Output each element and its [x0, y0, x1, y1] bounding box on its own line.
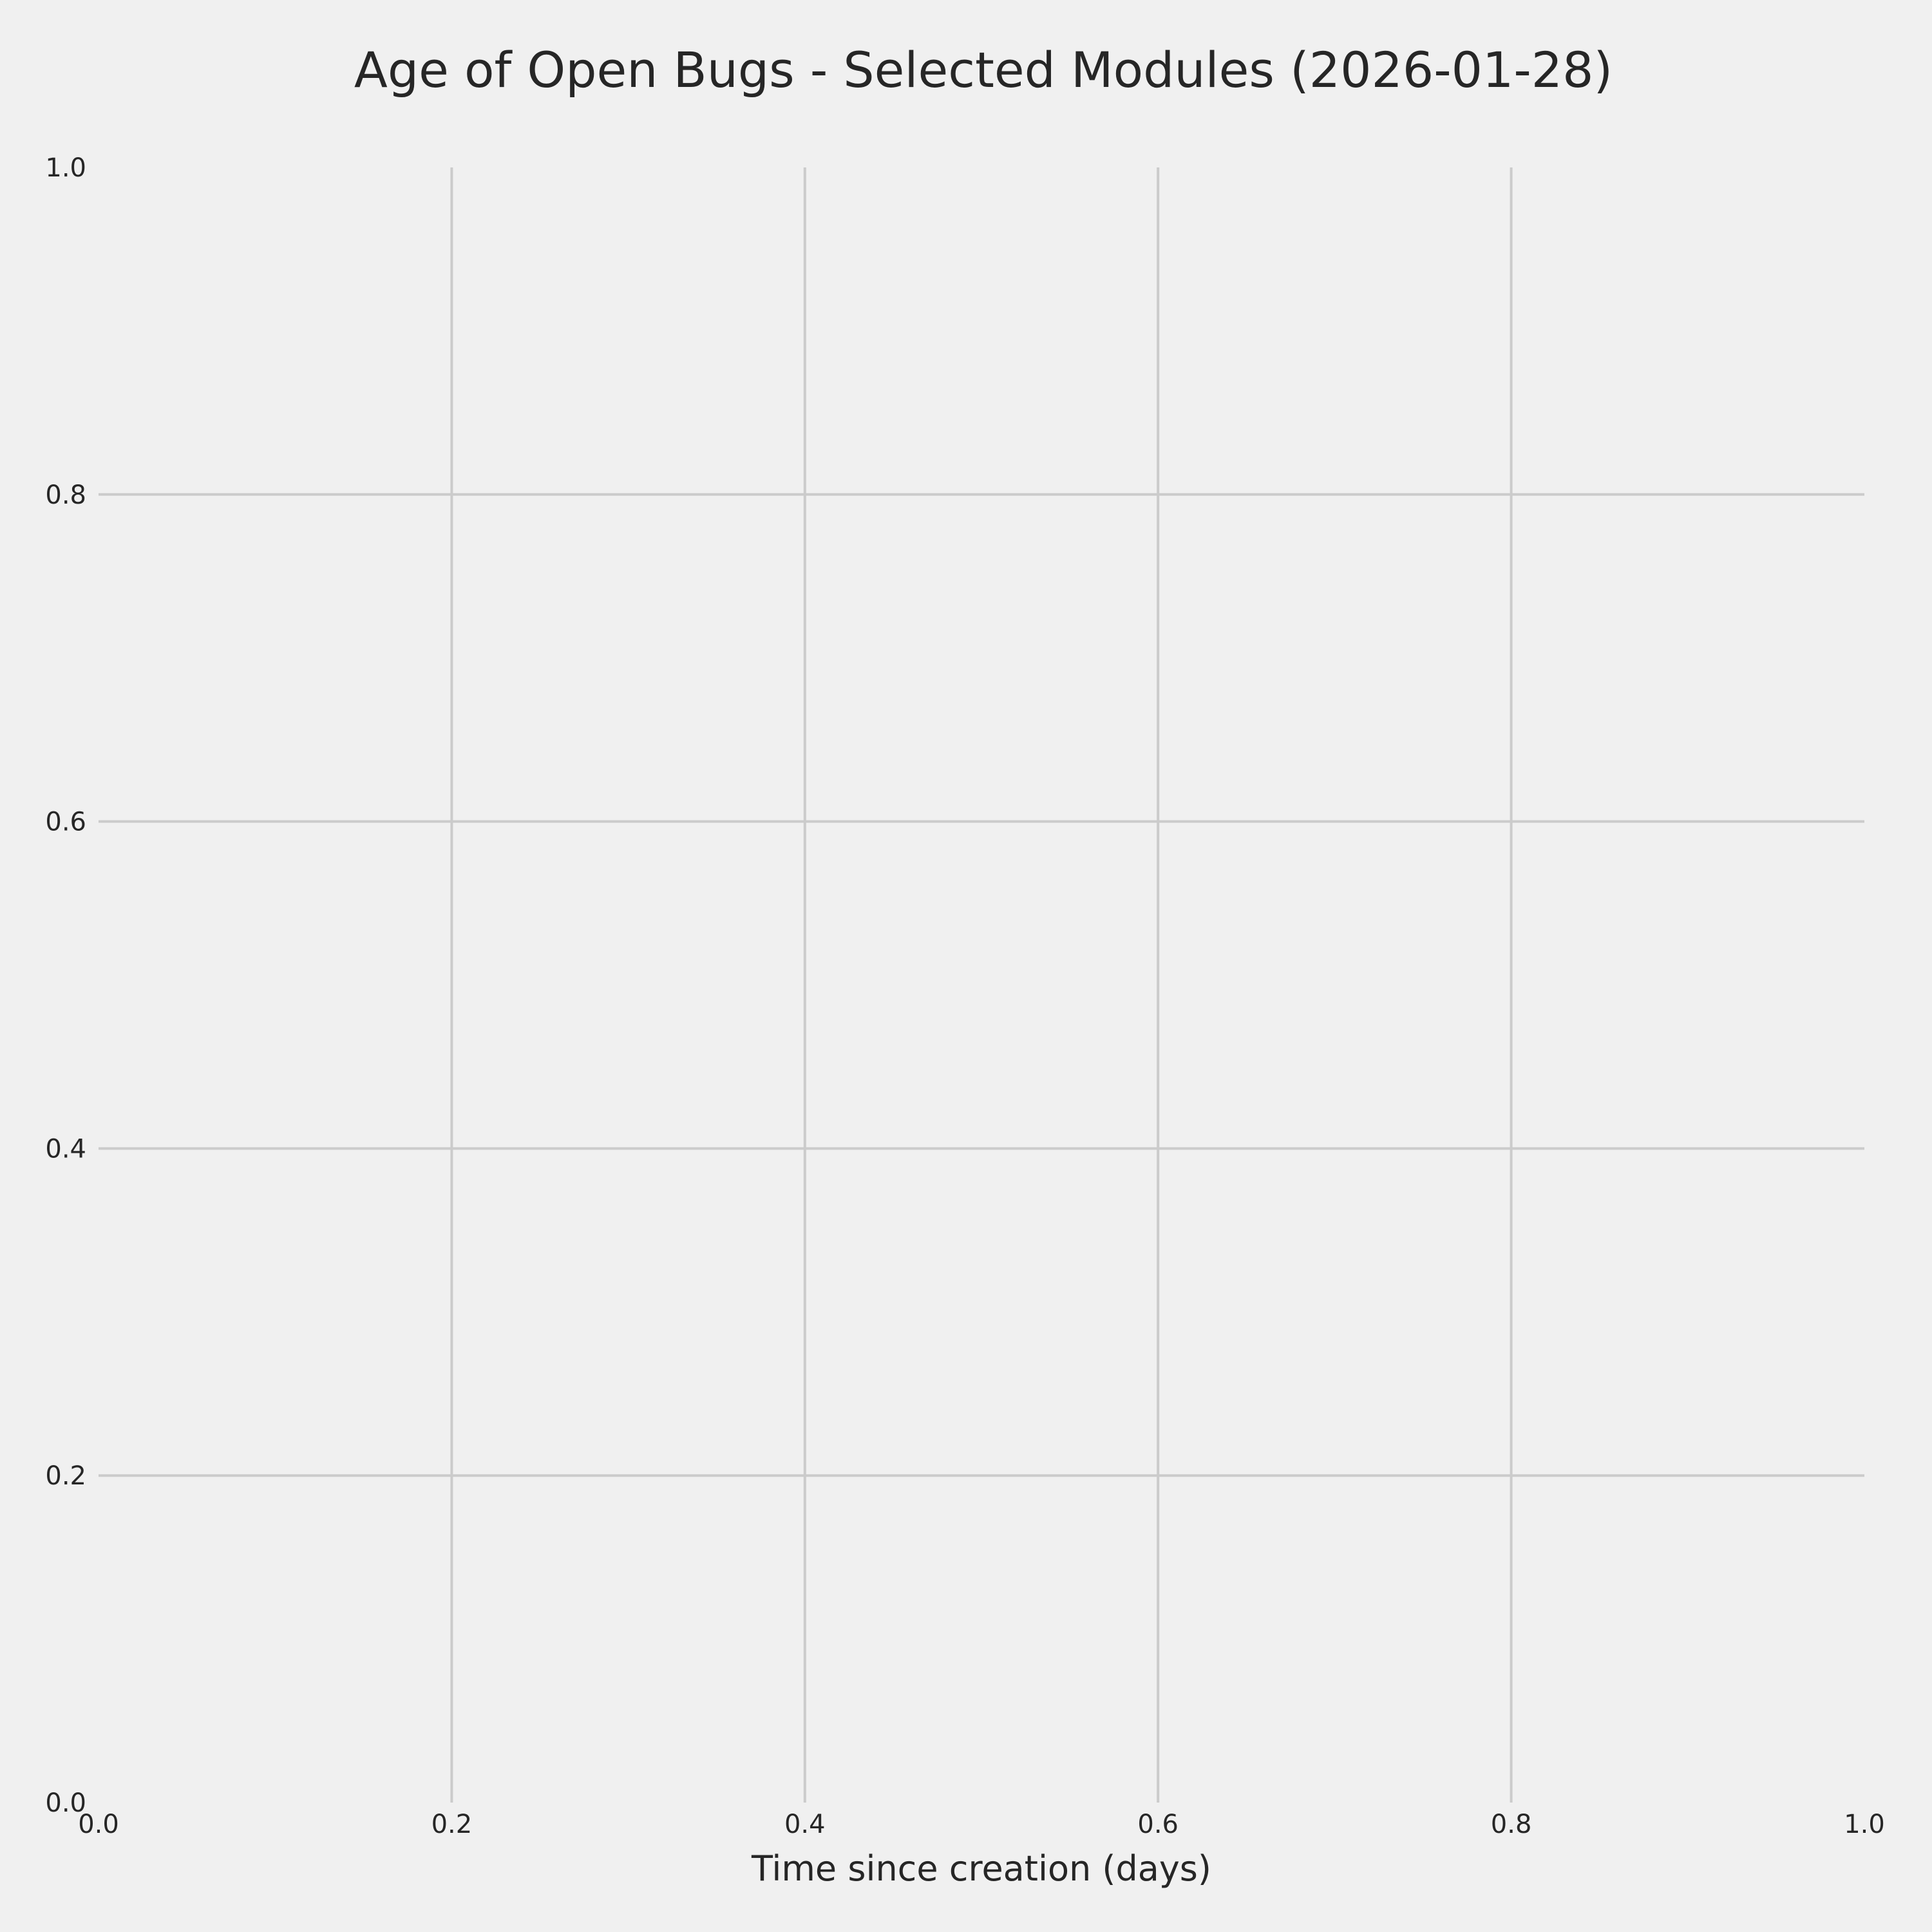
x-tick-label: 0.0	[78, 1810, 119, 1839]
x-axis-label: Time since creation (days)	[751, 1848, 1211, 1889]
x-tick-label: 0.2	[431, 1810, 473, 1839]
y-tick-label: 0.6	[45, 808, 86, 837]
y-tick-label: 0.2	[45, 1461, 86, 1491]
chart-title: Age of Open Bugs - Selected Modules (202…	[354, 41, 1613, 99]
x-tick-label: 0.8	[1491, 1810, 1532, 1839]
y-tick-label: 0.4	[45, 1134, 86, 1164]
y-tick-label: 0.0	[45, 1788, 86, 1818]
x-tick-label: 1.0	[1844, 1810, 1885, 1839]
x-tick-label: 0.6	[1137, 1810, 1179, 1839]
y-axis-ticks: 0.0 0.2 0.4 0.6 0.8 1.0	[45, 153, 86, 1818]
x-tick-label: 0.4	[784, 1810, 826, 1839]
gridlines	[99, 167, 1864, 1803]
y-tick-label: 0.8	[45, 480, 86, 510]
x-axis-ticks: 0.0 0.2 0.4 0.6 0.8 1.0	[78, 1810, 1885, 1839]
y-tick-label: 1.0	[45, 153, 86, 183]
